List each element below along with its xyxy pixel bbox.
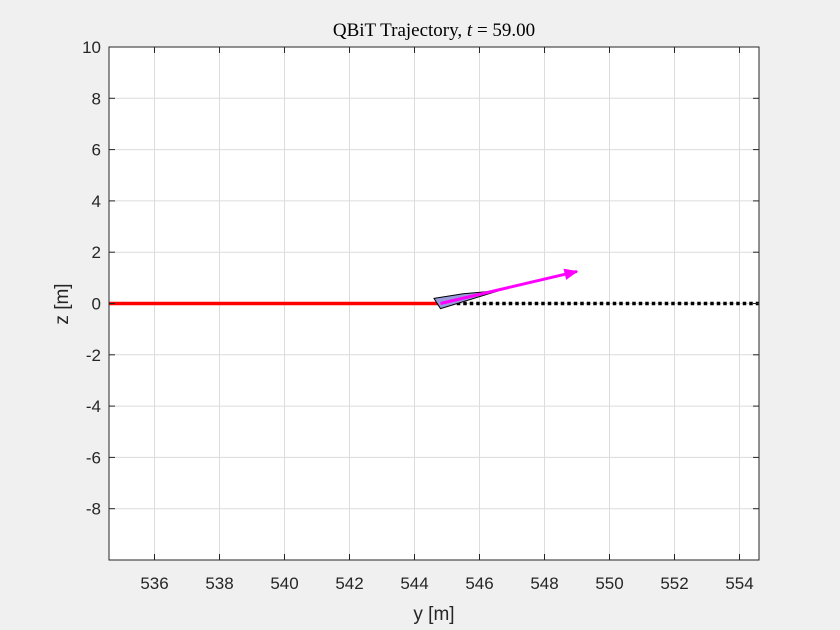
y-tick-label: 2 (92, 243, 101, 262)
y-tick-label: 8 (92, 89, 101, 108)
y-tick-label: 10 (82, 38, 101, 57)
velocity-arrow-head (563, 268, 579, 280)
velocity-arrow-shaft (440, 269, 578, 305)
x-tick-label: 546 (465, 574, 493, 593)
y-tick-label: -6 (86, 448, 101, 467)
title-variable: t (467, 20, 473, 41)
chart-title: QBiT Trajectory, t = 59.00 (333, 20, 535, 41)
x-tick-label: 552 (660, 574, 688, 593)
y-tick-label: -2 (86, 346, 101, 365)
x-tick-label: 550 (595, 574, 623, 593)
y-axis-label: z [m] (52, 283, 73, 324)
x-tick-label: 538 (205, 574, 233, 593)
x-tick-label: 548 (530, 574, 558, 593)
tick-layer: 536 538 540 542 544 546 548 550 552 554 -8 -6 -4 -2 0 2… (82, 38, 759, 593)
y-tick-label: 4 (92, 192, 101, 211)
title-equals: = (472, 20, 492, 41)
y-tick-label: 0 (92, 295, 101, 314)
data-layer (109, 268, 759, 310)
x-axis-label: y [m] (413, 604, 454, 625)
y-tick-label: -8 (86, 500, 101, 519)
title-prefix: QBiT Trajectory, (333, 20, 467, 41)
x-tick-label: 536 (140, 574, 168, 593)
x-tick-label: 542 (335, 574, 363, 593)
x-tick-label: 554 (725, 574, 753, 593)
x-tick-label: 540 (270, 574, 298, 593)
y-tick-label: -4 (86, 397, 101, 416)
title-value: 59.00 (492, 20, 535, 41)
x-tick-label: 544 (400, 574, 428, 593)
y-tick-label: 6 (92, 141, 101, 160)
